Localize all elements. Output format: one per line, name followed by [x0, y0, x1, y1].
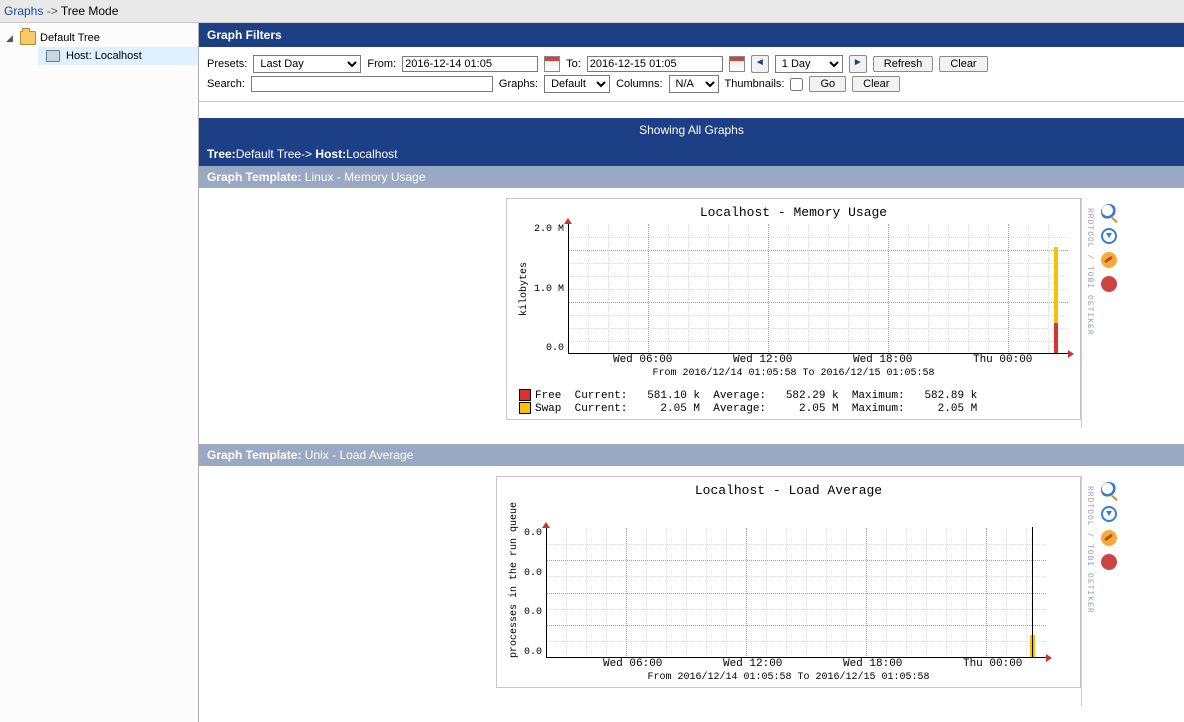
ylabel: processes in the run queue [509, 502, 520, 658]
range-prev-button[interactable]: ◄ [751, 55, 769, 73]
tree-pane: ◢ Default Tree Host: Localhost [0, 23, 199, 722]
refresh-button[interactable]: Refresh [873, 56, 934, 72]
tree-breadcrumb: Tree:Default Tree-> Host:Localhost [199, 142, 1184, 166]
graph-1[interactable]: Localhost - Load Average processes in the… [496, 476, 1081, 688]
graph-0[interactable]: Localhost - Memory Usage kilobytes 2.0 M1.… [506, 198, 1081, 420]
graph-title: Localhost - Memory Usage [519, 205, 1068, 220]
filters-title: Graph Filters [199, 23, 1184, 47]
columns-select[interactable]: N/A [669, 75, 719, 93]
rrdtool-label: RRDTOOL / TOBI OETIKER [1081, 198, 1094, 428]
plot-area[interactable] [546, 528, 1046, 658]
ylabel: kilobytes [519, 262, 530, 316]
to-input[interactable] [587, 56, 723, 72]
tree-toggle-icon[interactable]: ◢ [6, 33, 16, 44]
breadcrumb-mode: Tree Mode [61, 4, 119, 18]
graph-template-header: Graph Template: Linux - Memory Usage [199, 166, 1184, 188]
range-select[interactable]: 1 Day [775, 55, 843, 73]
search-label: Search: [207, 78, 245, 90]
graph-actions [1094, 476, 1124, 570]
graphs-label: Graphs: [499, 78, 538, 90]
from-label: From: [367, 58, 396, 70]
graph-actions [1094, 198, 1124, 292]
go-button[interactable]: Go [809, 76, 846, 92]
clear-button-1[interactable]: Clear [939, 56, 987, 72]
crumb-host: Localhost [346, 147, 397, 161]
presets-label: Presets: [207, 58, 247, 70]
folder-icon [20, 31, 36, 45]
graph-template-header: Graph Template: Unix - Load Average [199, 444, 1184, 466]
edit-icon[interactable] [1101, 530, 1117, 546]
from-input[interactable] [402, 56, 538, 72]
clear-button-2[interactable]: Clear [852, 76, 900, 92]
yticks: 0.00.00.00.0 [524, 528, 546, 658]
thumbs-checkbox[interactable] [790, 78, 803, 91]
csv-icon[interactable] [1101, 228, 1117, 244]
graph-caption: From 2016/12/14 01:05:58 To 2016/12/15 0… [519, 368, 1068, 379]
graphs-select[interactable]: Default [544, 75, 610, 93]
tree-root[interactable]: ◢ Default Tree [0, 29, 198, 47]
thumbs-label: Thumbnails: [725, 78, 785, 90]
legend: Free Current: 581.10 k Average: 582.29 k… [519, 389, 1068, 415]
crumb-tree-lbl: Tree: [207, 147, 236, 161]
data-bar [1054, 323, 1058, 353]
main-pane: Graph Filters Presets: Last Day From: To… [199, 23, 1184, 722]
host-icon [46, 50, 60, 62]
breadcrumb-graphs[interactable]: Graphs [4, 4, 43, 18]
csv-icon[interactable] [1101, 506, 1117, 522]
tree-host[interactable]: Host: Localhost [38, 47, 198, 65]
rrdtool-label: RRDTOOL / TOBI OETIKER [1081, 476, 1094, 706]
columns-label: Columns: [616, 78, 662, 90]
to-label: To: [566, 58, 581, 70]
range-next-button[interactable]: ► [849, 55, 867, 73]
search-input[interactable] [251, 76, 493, 92]
presets-select[interactable]: Last Day [253, 55, 361, 73]
breadcrumb-arrow: -> [47, 4, 61, 18]
graph-row: Localhost - Load Average processes in the… [199, 466, 1184, 722]
zoom-icon[interactable] [1101, 204, 1117, 220]
filters: Presets: Last Day From: To: ◄ 1 Day ► Re… [199, 47, 1184, 102]
realtime-icon[interactable] [1101, 276, 1117, 292]
from-calendar-icon[interactable] [544, 56, 560, 72]
realtime-icon[interactable] [1101, 554, 1117, 570]
breadcrumb: Graphs -> Tree Mode [0, 0, 1184, 23]
edit-icon[interactable] [1101, 252, 1117, 268]
crumb-host-lbl: Host: [315, 147, 346, 161]
tree-host-label: Host: Localhost [66, 50, 142, 62]
plot-area[interactable] [568, 224, 1068, 354]
crumb-tree: Default Tree-> [236, 147, 312, 161]
graph-row: Localhost - Memory Usage kilobytes 2.0 M1.… [199, 188, 1184, 444]
to-calendar-icon[interactable] [729, 56, 745, 72]
tree-root-label: Default Tree [40, 32, 100, 44]
zoom-icon[interactable] [1101, 482, 1117, 498]
graph-title: Localhost - Load Average [509, 483, 1068, 498]
graph-caption: From 2016/12/14 01:05:58 To 2016/12/15 0… [509, 672, 1068, 683]
yticks: 2.0 M1.0 M0.0 [534, 224, 568, 354]
showing-all-graphs: Showing All Graphs [199, 118, 1184, 142]
